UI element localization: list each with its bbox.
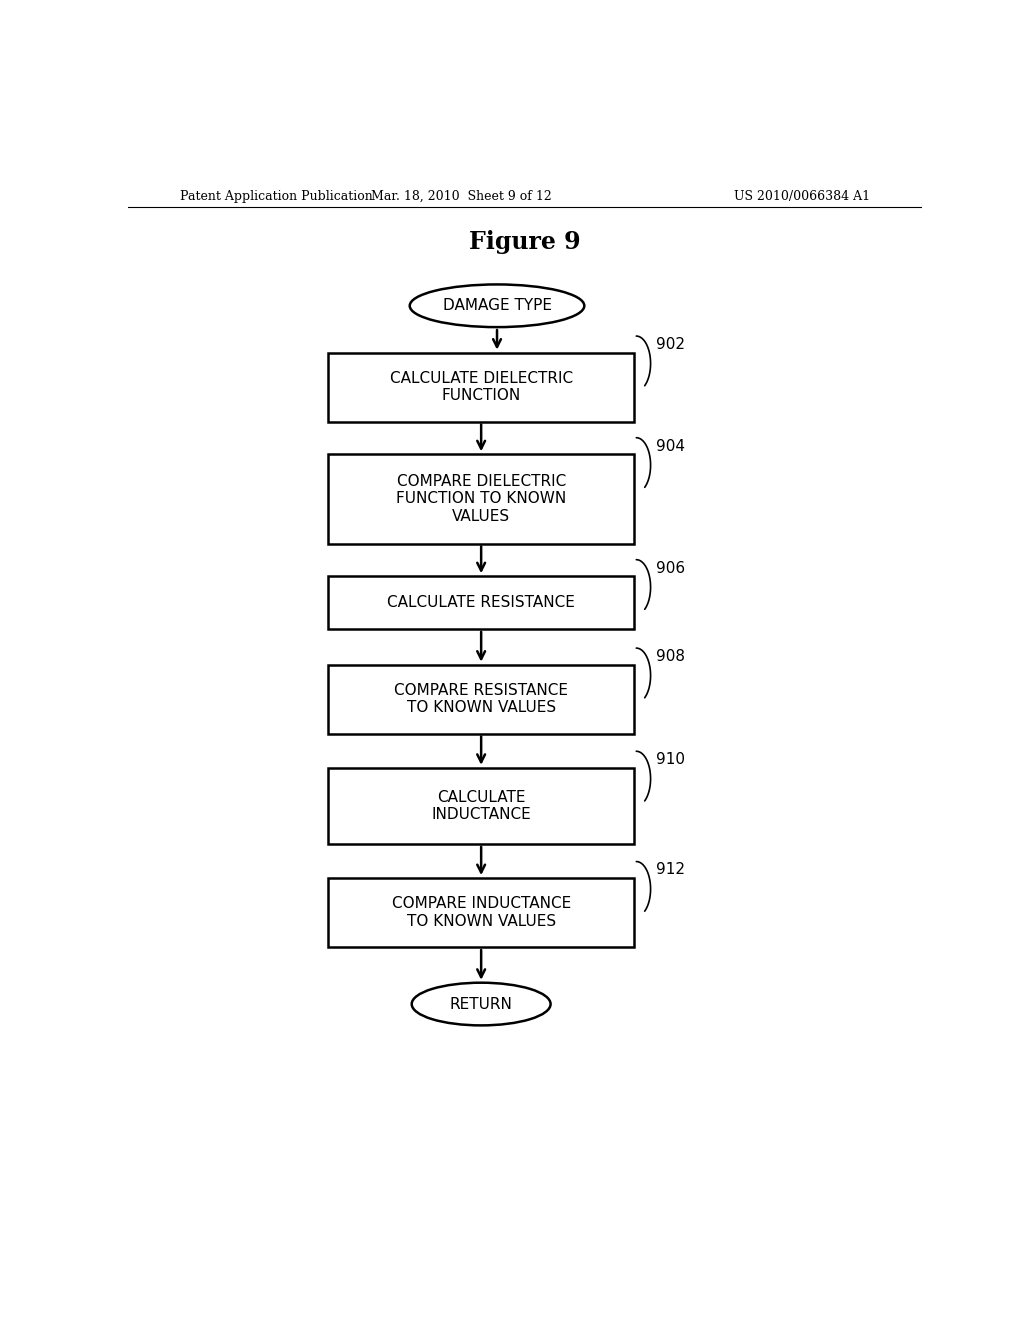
FancyBboxPatch shape [329,664,634,734]
Text: US 2010/0066384 A1: US 2010/0066384 A1 [734,190,870,202]
Ellipse shape [410,284,585,327]
Text: CALCULATE RESISTANCE: CALCULATE RESISTANCE [387,595,575,610]
FancyBboxPatch shape [329,768,634,843]
Text: 906: 906 [656,561,685,576]
FancyBboxPatch shape [329,576,634,630]
Text: DAMAGE TYPE: DAMAGE TYPE [442,298,552,313]
Text: 912: 912 [656,862,685,878]
FancyBboxPatch shape [329,352,634,421]
Text: 904: 904 [656,438,685,454]
Text: COMPARE INDUCTANCE
TO KNOWN VALUES: COMPARE INDUCTANCE TO KNOWN VALUES [391,896,570,929]
Text: 902: 902 [656,337,685,352]
Text: CALCULATE
INDUCTANCE: CALCULATE INDUCTANCE [431,789,531,822]
Text: RETURN: RETURN [450,997,513,1011]
Text: COMPARE RESISTANCE
TO KNOWN VALUES: COMPARE RESISTANCE TO KNOWN VALUES [394,682,568,715]
FancyBboxPatch shape [329,454,634,544]
Text: CALCULATE DIELECTRIC
FUNCTION: CALCULATE DIELECTRIC FUNCTION [389,371,572,404]
Text: Figure 9: Figure 9 [469,230,581,253]
Text: COMPARE DIELECTRIC
FUNCTION TO KNOWN
VALUES: COMPARE DIELECTRIC FUNCTION TO KNOWN VAL… [396,474,566,524]
Ellipse shape [412,982,551,1026]
Text: Patent Application Publication: Patent Application Publication [179,190,373,202]
Text: Mar. 18, 2010  Sheet 9 of 12: Mar. 18, 2010 Sheet 9 of 12 [371,190,552,202]
Text: 910: 910 [656,752,685,767]
Text: 908: 908 [656,649,685,664]
FancyBboxPatch shape [329,878,634,948]
